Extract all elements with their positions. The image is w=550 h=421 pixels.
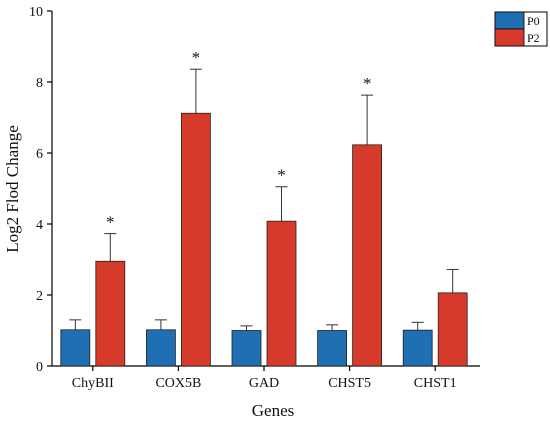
y-tick-label: 2 [36, 289, 43, 304]
legend-swatch [494, 11, 525, 30]
y-axis-title: Log2 Flod Change [3, 125, 22, 253]
bar [437, 292, 468, 367]
y-tick-label: 10 [29, 5, 43, 20]
bar [266, 220, 297, 367]
bar-group-p0 [317, 324, 348, 367]
bar [317, 330, 348, 367]
bars [60, 68, 468, 367]
x-tick-label: COX5B [155, 376, 201, 391]
bar-group-p2 [266, 186, 297, 367]
x-tick-label: ChyBII [72, 376, 114, 391]
bar [180, 112, 211, 367]
bar-group-p2 [352, 94, 383, 367]
y-tick-label: 6 [36, 147, 43, 162]
bar-group-p0 [145, 319, 176, 367]
y-axis: 0 2 4 6 8 10 [29, 5, 53, 375]
y-tick-label: 4 [36, 218, 43, 233]
bar [352, 144, 383, 367]
significance-star: * [192, 48, 201, 67]
x-axis: ChyBII COX5B GAD CHST5 CHST1 [52, 365, 480, 391]
x-tick-label: CHST5 [328, 376, 371, 391]
legend-swatch [494, 28, 525, 47]
bar-group-p0 [60, 319, 91, 367]
x-axis-title: Genes [252, 401, 294, 420]
significance-marks: * * * * [106, 48, 371, 231]
y-tick-label: 0 [36, 360, 43, 375]
legend-label: P0 [527, 14, 540, 28]
bar-group-p2 [95, 233, 126, 367]
bar-group-p0 [402, 321, 433, 367]
bar [402, 329, 433, 367]
bar-group-p2 [180, 68, 211, 367]
bar-group-p0 [231, 325, 262, 367]
bar [60, 329, 91, 367]
y-ticks: 0 2 4 6 8 10 [29, 5, 52, 375]
significance-star: * [106, 213, 115, 232]
y-tick-label: 8 [36, 76, 43, 91]
bar-group-p2 [437, 268, 468, 367]
bar [145, 329, 176, 367]
significance-star: * [277, 166, 286, 185]
bar [95, 260, 126, 367]
legend-label: P2 [527, 31, 540, 45]
x-tick-label: CHST1 [414, 376, 457, 391]
x-ticks: ChyBII COX5B GAD CHST5 CHST1 [72, 366, 457, 391]
bar [231, 330, 262, 367]
x-tick-label: GAD [249, 376, 279, 391]
significance-star: * [363, 74, 372, 93]
